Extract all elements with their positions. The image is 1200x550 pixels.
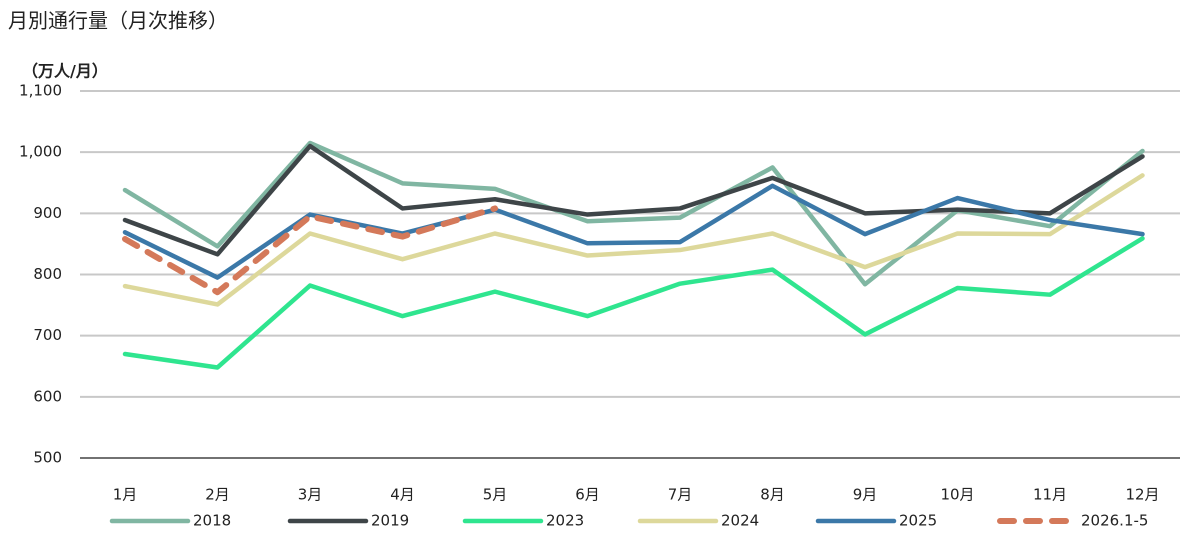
x-tick-label: 12月 xyxy=(1125,486,1159,504)
y-tick-label: 700 xyxy=(33,326,62,344)
x-tick-label: 7月 xyxy=(668,486,693,504)
y-tick-label: 1,100 xyxy=(19,82,62,100)
x-tick-label: 6月 xyxy=(575,486,600,504)
y-tick-label: 500 xyxy=(33,449,62,467)
legend-label: 2025 xyxy=(899,512,937,530)
x-tick-label: 5月 xyxy=(483,486,508,504)
y-tick-label: 1,000 xyxy=(19,143,62,161)
legend-label: 2026.1-5 xyxy=(1081,512,1148,530)
x-tick-label: 3月 xyxy=(298,486,323,504)
x-tick-label: 1月 xyxy=(113,486,138,504)
y-axis-label: （万人/月） xyxy=(22,62,108,81)
x-tick-label: 4月 xyxy=(390,486,415,504)
series-line xyxy=(122,173,1145,307)
series-line xyxy=(122,205,498,296)
x-tick-label: 10月 xyxy=(940,486,974,504)
legend-label: 2019 xyxy=(371,512,409,530)
x-tick-label: 2月 xyxy=(205,486,230,504)
x-tick-label: 11月 xyxy=(1033,486,1067,504)
series-line xyxy=(122,236,1145,370)
x-tick-label: 9月 xyxy=(853,486,878,504)
x-tick-label: 8月 xyxy=(760,486,785,504)
y-tick-label: 600 xyxy=(33,387,62,405)
series-line xyxy=(122,140,1145,287)
legend-label: 2024 xyxy=(721,512,759,530)
legend-label: 2018 xyxy=(193,512,231,530)
series-line xyxy=(122,183,1145,280)
legend-label: 2023 xyxy=(546,512,584,530)
series-line xyxy=(122,143,1145,257)
y-tick-label: 900 xyxy=(33,204,62,222)
y-tick-label: 800 xyxy=(33,265,62,283)
chart-title: 月別通行量（月次推移） xyxy=(8,9,228,33)
